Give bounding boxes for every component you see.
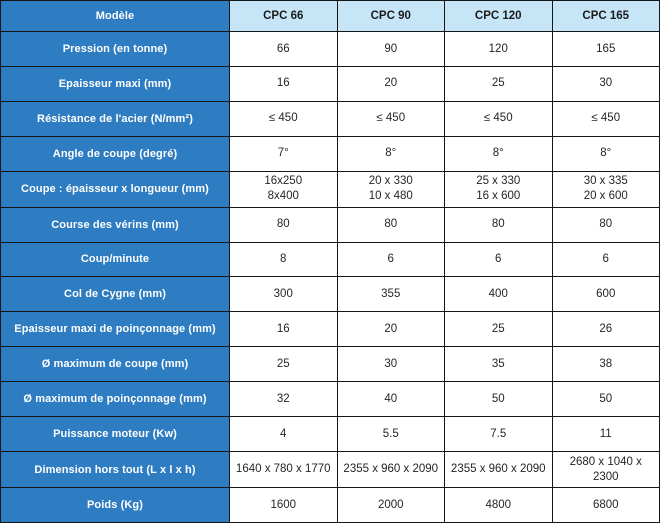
value-cell: 30 (336, 346, 445, 383)
value-cell: 7.5 (444, 416, 553, 453)
value-cell: ≤ 450 (336, 100, 445, 137)
table-body: Pression (en tonne) 66 90 120 165 Epaisseur m… (0, 31, 660, 523)
value-cell: 66 (229, 31, 338, 67)
value-cell: 6 (551, 241, 660, 278)
value-cell: 30 (551, 65, 660, 102)
row-label: Ø maximum de poinçonnage (mm) (0, 381, 230, 418)
row-label: Col de Cygne (mm) (0, 276, 230, 313)
row-label: Angle de coupe (degré) (0, 135, 230, 172)
table-row: Pression (en tonne) 66 90 120 165 (0, 31, 660, 67)
value-cell: 50 (551, 381, 660, 418)
table-row: Ø maximum de coupe (mm) 25 30 35 38 (0, 346, 660, 383)
value-cell: 20 x 330 10 x 480 (336, 170, 445, 208)
value-cell: 80 (444, 206, 553, 243)
value-cell: 2355 x 960 x 2090 (444, 451, 553, 488)
value-cell: 25 x 330 16 x 600 (444, 170, 553, 208)
value-cell: 90 (336, 31, 445, 67)
row-label: Résistance de l'acier (N/mm²) (0, 100, 230, 137)
row-label: Epaisseur maxi de poinçonnage (mm) (0, 311, 230, 348)
value-cell: 80 (336, 206, 445, 243)
value-cell: 2680 x 1040 x 2300 (551, 451, 660, 488)
model-column-header-cpc120: CPC 120 (444, 0, 553, 32)
table-row: Coupe : épaisseur x longueur (mm) 16x250 … (0, 170, 660, 208)
value-cell: 80 (551, 206, 660, 243)
value-cell: 26 (551, 311, 660, 348)
row-label: Coup/minute (0, 241, 230, 278)
model-column-header-cpc165: CPC 165 (551, 0, 660, 32)
table-row: Epaisseur maxi (mm) 16 20 25 30 (0, 65, 660, 102)
model-header-label: Modèle (0, 0, 230, 32)
value-cell: 8° (336, 135, 445, 172)
value-cell: ≤ 450 (551, 100, 660, 137)
value-cell: 6 (336, 241, 445, 278)
row-label: Epaisseur maxi (mm) (0, 65, 230, 102)
value-cell: 11 (551, 416, 660, 453)
table-row: Puissance moteur (Kw) 4 5.5 7.5 11 (0, 416, 660, 453)
value-cell: 16x250 8x400 (229, 170, 338, 208)
value-cell: 80 (229, 206, 338, 243)
value-cell: 400 (444, 276, 553, 313)
value-cell: 8 (229, 241, 338, 278)
value-cell: ≤ 450 (444, 100, 553, 137)
value-cell: 50 (444, 381, 553, 418)
value-cell: 35 (444, 346, 553, 383)
table-row: Coup/minute 8 6 6 6 (0, 241, 660, 278)
value-cell: 2355 x 960 x 2090 (336, 451, 445, 488)
row-label: Dimension hors tout (L x l x h) (0, 451, 230, 488)
model-column-header-cpc90: CPC 90 (336, 0, 445, 32)
table-row: Col de Cygne (mm) 300 355 400 600 (0, 276, 660, 313)
value-cell: 38 (551, 346, 660, 383)
value-cell: 25 (444, 65, 553, 102)
table-row: Ø maximum de poinçonnage (mm) 32 40 50 50 (0, 381, 660, 418)
value-cell: 6 (444, 241, 553, 278)
value-cell: 1640 x 780 x 1770 (229, 451, 338, 488)
value-cell: 300 (229, 276, 338, 313)
value-cell: 165 (551, 31, 660, 67)
value-cell: 4800 (444, 486, 553, 523)
value-cell: 32 (229, 381, 338, 418)
row-label: Course des vérins (mm) (0, 206, 230, 243)
value-cell: 600 (551, 276, 660, 313)
value-cell: 7° (229, 135, 338, 172)
table-header: Modèle CPC 66 CPC 90 CPC 120 CPC 165 (0, 0, 660, 32)
value-cell: 20 (336, 65, 445, 102)
header-row: Modèle CPC 66 CPC 90 CPC 120 CPC 165 (0, 0, 660, 32)
row-label: Ø maximum de coupe (mm) (0, 346, 230, 383)
value-cell: 20 (336, 311, 445, 348)
table-row: Angle de coupe (degré) 7° 8° 8° 8° (0, 135, 660, 172)
table-row: Résistance de l'acier (N/mm²) ≤ 450 ≤ 450 ≤… (0, 100, 660, 137)
table-row: Epaisseur maxi de poinçonnage (mm) 16 20 25… (0, 311, 660, 348)
value-cell: 16 (229, 65, 338, 102)
value-cell: 4 (229, 416, 338, 453)
value-cell: 1600 (229, 486, 338, 523)
table-row: Course des vérins (mm) 80 80 80 80 (0, 206, 660, 243)
row-label: Poids (Kg) (0, 486, 230, 523)
value-cell: 40 (336, 381, 445, 418)
row-label: Coupe : épaisseur x longueur (mm) (0, 170, 230, 208)
value-cell: 25 (229, 346, 338, 383)
value-cell: 355 (336, 276, 445, 313)
table-row: Poids (Kg) 1600 2000 4800 6800 (0, 486, 660, 523)
value-cell: 8° (444, 135, 553, 172)
value-cell: 30 x 335 20 x 600 (551, 170, 660, 208)
value-cell: 25 (444, 311, 553, 348)
value-cell: 6800 (551, 486, 660, 523)
value-cell: 16 (229, 311, 338, 348)
value-cell: 8° (551, 135, 660, 172)
value-cell: ≤ 450 (229, 100, 338, 137)
row-label: Puissance moteur (Kw) (0, 416, 230, 453)
value-cell: 5.5 (336, 416, 445, 453)
row-label: Pression (en tonne) (0, 31, 230, 67)
table-row: Dimension hors tout (L x l x h) 1640 x 78… (0, 451, 660, 488)
model-column-header-cpc66: CPC 66 (229, 0, 338, 32)
value-cell: 2000 (336, 486, 445, 523)
value-cell: 120 (444, 31, 553, 67)
